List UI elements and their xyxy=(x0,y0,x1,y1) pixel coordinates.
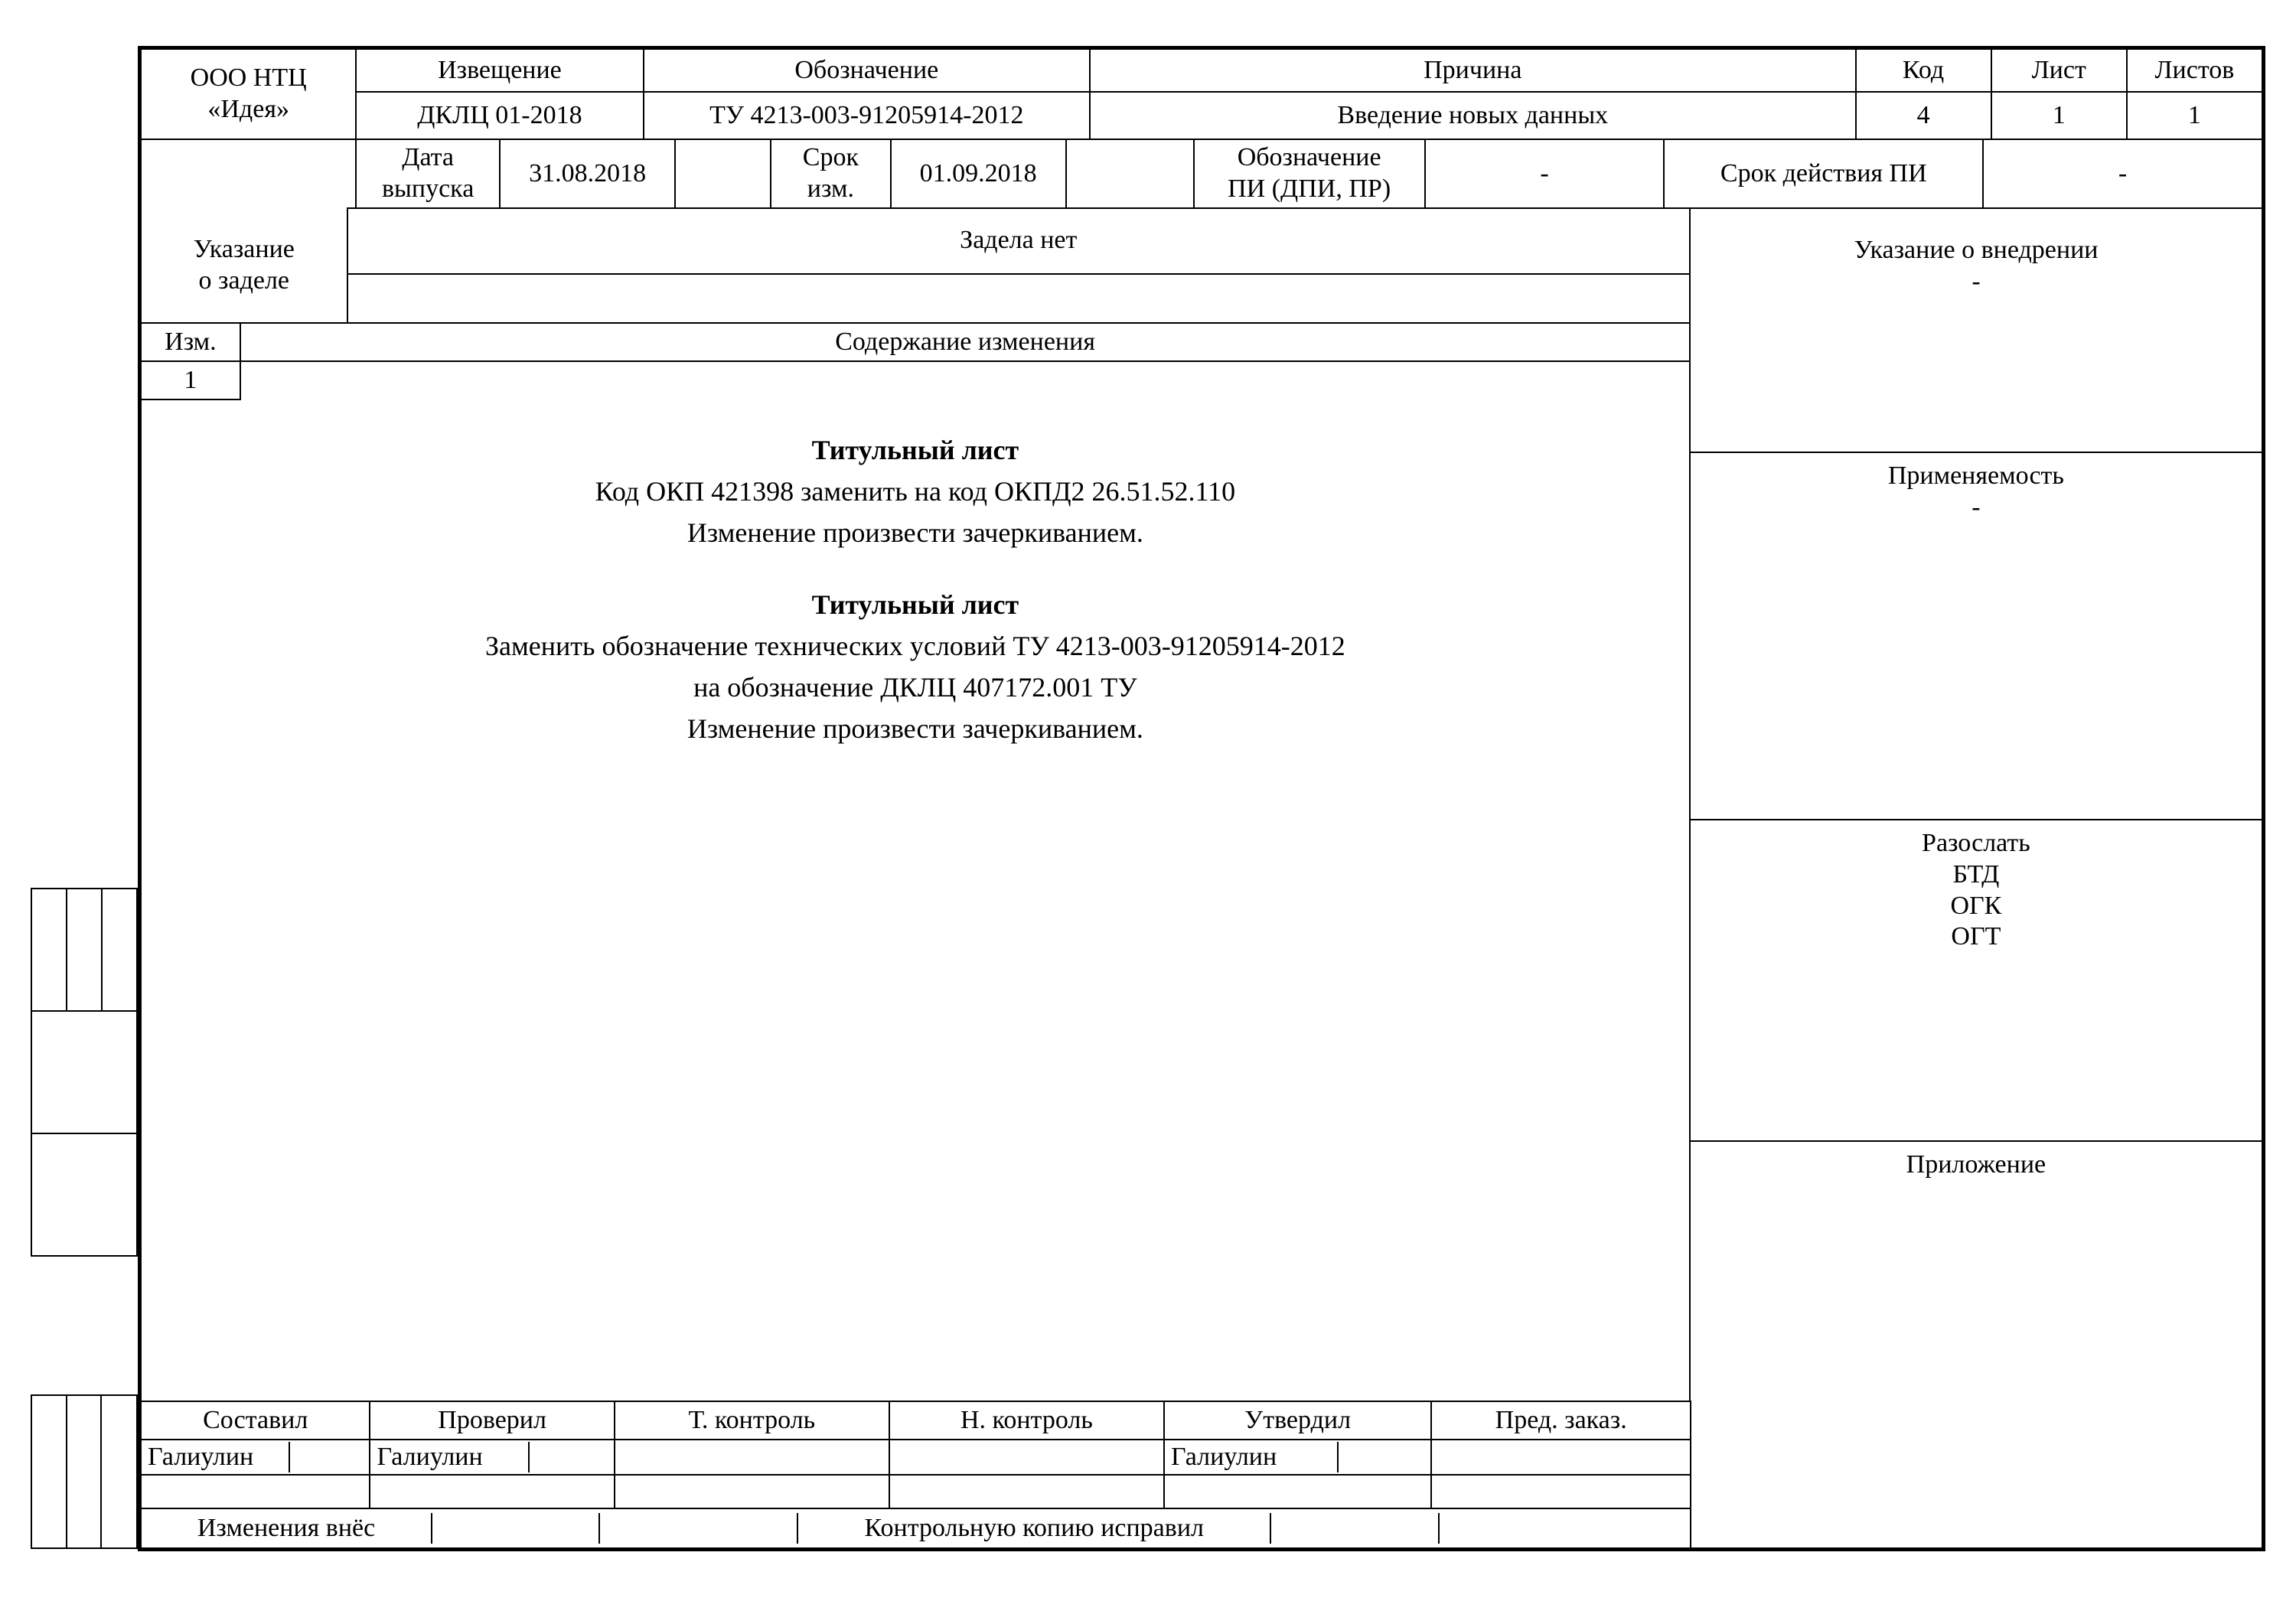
attachment-label: Приложение xyxy=(1906,1150,2046,1179)
checked-sign xyxy=(529,1442,614,1473)
row3-gap2 xyxy=(1066,139,1194,208)
pi-designation-value: - xyxy=(1425,139,1665,208)
reserve-empty xyxy=(347,274,1690,323)
code-label: Код xyxy=(1856,49,1991,92)
distribute-v1: ОГК xyxy=(1950,892,2001,920)
approved-label: Утвердил xyxy=(1164,1401,1431,1440)
code-value: 4 xyxy=(1856,92,1991,139)
compiled-sign xyxy=(289,1442,369,1473)
control-copy-name xyxy=(1270,1513,1438,1544)
body-line3: Заменить обозначение технических условий… xyxy=(163,625,1668,667)
change-date-value: 01.09.2018 xyxy=(891,139,1066,208)
sheets-label: Листов xyxy=(2127,49,2262,92)
implementation-cont xyxy=(1690,323,2262,399)
compiled-name: Галиулин xyxy=(142,1442,289,1473)
body-line1: Код ОКП 421398 заменить на код ОКПД2 26.… xyxy=(163,471,1668,512)
pi-validity-value: - xyxy=(1983,139,2262,208)
change-date-label: Срок изм. xyxy=(771,139,890,208)
applicability-cell: Применяемость - xyxy=(1690,452,2262,820)
reason-label: Причина xyxy=(1090,49,1855,92)
changes-made-sign xyxy=(599,1513,797,1544)
changes-made-name xyxy=(432,1513,599,1544)
org-line2: «Идея» xyxy=(207,95,289,123)
body-line5: Изменение произвести зачеркиванием. xyxy=(163,708,1668,749)
pi-designation-label: Обозначение ПИ (ДПИ, ПР) xyxy=(1194,139,1425,208)
sheets-value: 1 xyxy=(2127,92,2262,139)
approved-name: Галиулин xyxy=(1165,1442,1338,1473)
customer-label: Пред. заказ. xyxy=(1431,1401,1691,1440)
body-line4: на обозначение ДКЛЦ 407172.001 ТУ xyxy=(163,667,1668,708)
notice-label: Извещение xyxy=(356,49,643,92)
implementation-cell: Указание о внедрении - xyxy=(1690,208,2262,323)
org-cell: ООО НТЦ «Идея» xyxy=(141,49,356,139)
implementation-bottom xyxy=(1690,399,2262,452)
notice-value: ДКЛЦ 01-2018 xyxy=(356,92,643,139)
attachment-cell: Приложение xyxy=(1690,1141,2262,1401)
body-line2: Изменение произвести зачеркиванием. xyxy=(163,512,1668,553)
left-margin-strip xyxy=(31,888,138,1549)
row3-gap1 xyxy=(675,139,771,208)
ncontrol-label: Н. контроль xyxy=(889,1401,1164,1440)
reserve-value: Задела нет xyxy=(347,208,1690,274)
reserve-label: Указание о заделе xyxy=(141,208,347,323)
control-copy-sign xyxy=(1439,1513,1691,1544)
issue-date-value: 31.08.2018 xyxy=(500,139,675,208)
changes-made-label: Изменения внёс xyxy=(142,1513,432,1544)
compiled-label: Составил xyxy=(141,1401,370,1440)
tcontrol-label: Т. контроль xyxy=(615,1401,889,1440)
sheet-label: Лист xyxy=(1991,49,2127,92)
sheet-value: 1 xyxy=(1991,92,2127,139)
applicability-label: Применяемость xyxy=(1888,461,2064,490)
applicability-value: - xyxy=(1971,493,1980,521)
approved-sign xyxy=(1338,1442,1431,1473)
izm-label: Изм. xyxy=(141,323,240,361)
distribute-v0: БТД xyxy=(1952,860,1999,889)
row3-empty xyxy=(141,139,356,208)
content-label: Содержание изменения xyxy=(240,323,1691,361)
body-title2: Титульный лист xyxy=(163,584,1668,625)
document-frame: ООО НТЦ «Идея» Извещение Обозначение При… xyxy=(138,46,2265,1551)
content-empty xyxy=(240,361,1691,399)
body-title1: Титульный лист xyxy=(163,429,1668,471)
checked-name: Галиулин xyxy=(370,1442,528,1473)
reason-value: Введение новых данных xyxy=(1090,92,1855,139)
designation-label: Обозначение xyxy=(644,49,1091,92)
checked-label: Проверил xyxy=(370,1401,614,1440)
izm-value: 1 xyxy=(141,361,240,399)
attachment-cont xyxy=(1691,1401,2262,1548)
org-line1: ООО НТЦ xyxy=(191,64,307,92)
distribute-label: Разослать xyxy=(1922,829,2030,857)
change-body: Титульный лист Код ОКП 421398 заменить н… xyxy=(141,399,1690,1401)
control-copy-label: Контрольную копию исправил xyxy=(797,1513,1270,1544)
implementation-label: Указание о внедрении xyxy=(1854,236,2098,264)
distribute-v2: ОГТ xyxy=(1951,922,2001,951)
pi-validity-label: Срок действия ПИ xyxy=(1664,139,1983,208)
implementation-value: - xyxy=(1971,267,1980,295)
issue-date-label: Дата выпуска xyxy=(356,139,500,208)
designation-value: ТУ 4213-003-91205914-2012 xyxy=(644,92,1091,139)
distribute-cell: Разослать БТД ОГК ОГТ xyxy=(1690,820,2262,1141)
